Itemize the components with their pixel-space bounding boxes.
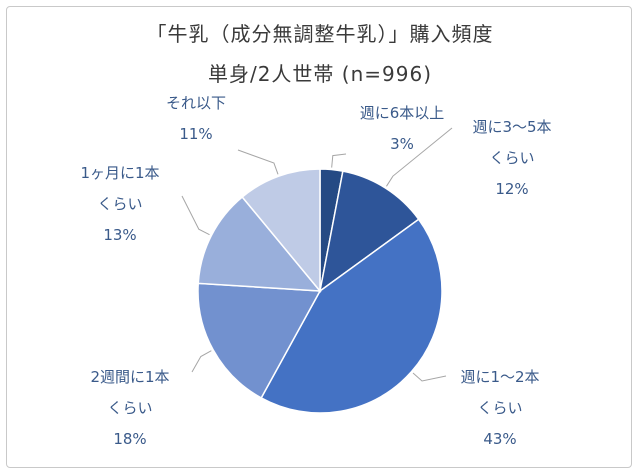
slice-value-label: 13% [103,226,137,244]
pie-slice-3to5-per-week [318,170,420,293]
leader-line-1-per-month [181,195,210,236]
leader-line-3to5-per-week [386,127,453,187]
slice-label-text: くらい [477,399,523,417]
slice-label-text: 1ヶ月に1本 [80,164,160,182]
pie-slice-1-per-month [197,195,322,292]
slice-value-label: 18% [113,430,147,448]
chart-title: 「牛乳（成分無調整牛乳）」購入頻度 [146,22,494,46]
pie-slice-less [241,168,321,294]
pie-slice-1-per-2weeks [197,282,322,399]
chart-subtitle: 単身/2人世帯 (n=996) [207,62,433,86]
slice-label-text: 週に6本以上 [359,104,445,122]
slice-label-text: 週に3～5本 [472,118,552,136]
slice-label-1-per-2weeks: 2週間に1本 くらい 18% [70,362,190,455]
leader-line-6plus-per-week [331,153,347,168]
slice-label-text: くらい [97,195,143,213]
slice-label-1-per-month: 1ヶ月に1本 くらい 13% [60,158,180,251]
slice-label-text: くらい [107,399,153,417]
slice-label-less: それ以下 11% [136,88,256,150]
slice-value-label: 43% [483,430,517,448]
slice-label-6plus-per-week: 週に6本以上 3% [342,98,462,160]
leader-line-less [237,149,279,175]
slice-label-text: 2週間に1本 [90,368,170,386]
slice-value-label: 12% [495,180,529,198]
slice-label-text: それ以下 [165,94,226,112]
slice-label-1to2-per-week: 週に1～2本 くらい 43% [440,362,560,455]
pie-slice-1to2-per-week [260,218,443,414]
slice-label-text: くらい [489,149,535,167]
leader-line-1to2-per-week [412,372,447,382]
slice-value-label: 3% [390,135,414,153]
slice-label-text: 週に1～2本 [460,368,540,386]
slice-label-3to5-per-week: 週に3～5本 くらい 12% [452,112,572,205]
leader-line-1-per-2weeks [191,350,212,373]
slice-value-label: 11% [179,125,213,143]
